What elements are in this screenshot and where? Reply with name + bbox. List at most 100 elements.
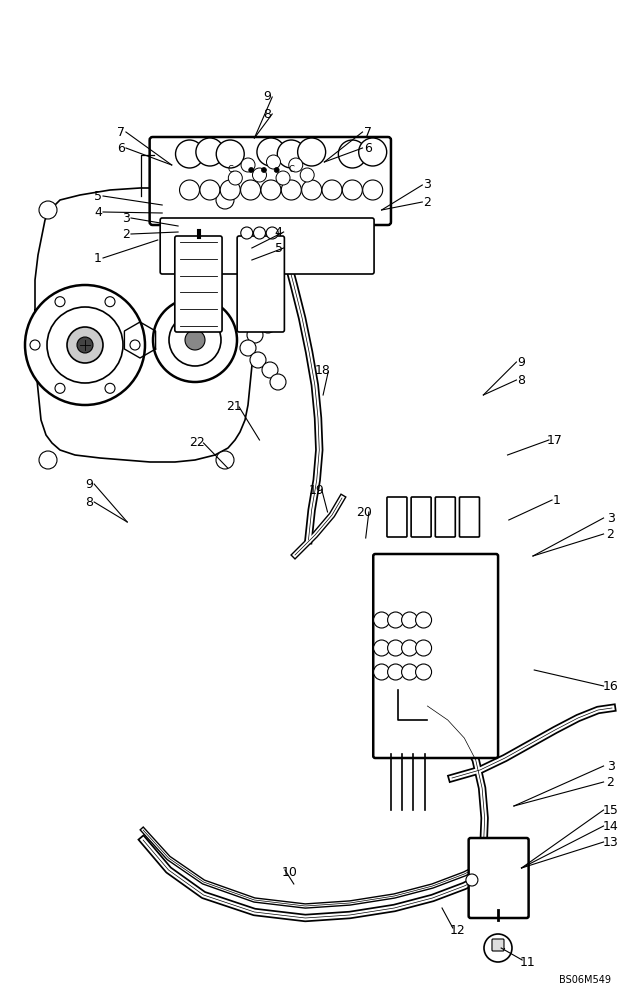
Circle shape: [39, 451, 57, 469]
Circle shape: [130, 340, 140, 350]
Circle shape: [342, 180, 363, 200]
Circle shape: [67, 327, 103, 363]
Text: 2: 2: [607, 776, 614, 788]
Circle shape: [257, 138, 285, 166]
FancyBboxPatch shape: [160, 218, 374, 274]
Text: 6: 6: [364, 141, 371, 154]
Text: 8: 8: [85, 495, 93, 508]
Circle shape: [301, 180, 322, 200]
Circle shape: [484, 934, 512, 962]
FancyBboxPatch shape: [435, 497, 455, 537]
Text: 18: 18: [315, 363, 331, 376]
Circle shape: [373, 664, 390, 680]
Circle shape: [220, 180, 240, 200]
Circle shape: [216, 191, 234, 209]
Text: 7: 7: [117, 125, 125, 138]
Circle shape: [228, 171, 242, 185]
Text: 2: 2: [607, 528, 614, 540]
FancyBboxPatch shape: [469, 838, 529, 918]
Circle shape: [359, 138, 387, 166]
Circle shape: [185, 330, 205, 350]
Text: 3: 3: [424, 178, 431, 192]
Circle shape: [401, 612, 418, 628]
Circle shape: [105, 297, 115, 307]
Text: 6: 6: [117, 141, 125, 154]
Circle shape: [250, 352, 266, 368]
Circle shape: [105, 383, 115, 393]
Circle shape: [47, 307, 123, 383]
Circle shape: [262, 362, 278, 378]
Text: 9: 9: [263, 91, 271, 104]
Text: 10: 10: [282, 865, 297, 879]
Circle shape: [298, 138, 326, 166]
Text: 14: 14: [603, 820, 618, 832]
Circle shape: [277, 140, 305, 168]
Circle shape: [401, 640, 418, 656]
Text: 19: 19: [309, 484, 324, 496]
Circle shape: [252, 168, 266, 182]
Text: 13: 13: [603, 836, 618, 848]
Circle shape: [274, 167, 279, 172]
Text: 5: 5: [275, 241, 282, 254]
Circle shape: [55, 383, 65, 393]
FancyBboxPatch shape: [373, 554, 498, 758]
Circle shape: [387, 640, 404, 656]
Circle shape: [401, 664, 418, 680]
Text: 1: 1: [553, 493, 560, 506]
FancyBboxPatch shape: [175, 236, 222, 332]
Circle shape: [39, 201, 57, 219]
Circle shape: [466, 874, 478, 886]
FancyBboxPatch shape: [387, 497, 407, 537]
Circle shape: [153, 298, 237, 382]
Circle shape: [276, 171, 290, 185]
Circle shape: [289, 158, 303, 172]
Circle shape: [254, 227, 265, 239]
Text: 21: 21: [226, 400, 242, 414]
Circle shape: [415, 664, 432, 680]
Circle shape: [254, 290, 270, 306]
FancyBboxPatch shape: [411, 497, 431, 537]
Circle shape: [55, 297, 65, 307]
Circle shape: [260, 317, 276, 333]
Text: 20: 20: [356, 506, 371, 518]
Text: 11: 11: [520, 956, 536, 968]
Circle shape: [77, 337, 93, 353]
Circle shape: [216, 451, 234, 469]
Circle shape: [300, 168, 314, 182]
Circle shape: [373, 640, 390, 656]
Text: 17: 17: [547, 434, 562, 446]
Circle shape: [261, 167, 266, 172]
Text: 4: 4: [275, 226, 282, 238]
Text: 1: 1: [94, 251, 102, 264]
Text: 3: 3: [607, 512, 614, 524]
Circle shape: [196, 138, 224, 166]
Circle shape: [240, 180, 261, 200]
Circle shape: [176, 140, 204, 168]
Circle shape: [179, 180, 200, 200]
Circle shape: [387, 612, 404, 628]
Text: 3: 3: [607, 760, 614, 772]
Text: 16: 16: [603, 680, 618, 692]
Text: 12: 12: [450, 924, 466, 936]
Text: 4: 4: [94, 206, 102, 219]
Circle shape: [241, 158, 255, 172]
Text: 5: 5: [94, 190, 102, 202]
Text: BS06M549: BS06M549: [558, 975, 611, 985]
Circle shape: [338, 140, 366, 168]
Circle shape: [373, 612, 390, 628]
Circle shape: [270, 374, 286, 390]
Circle shape: [216, 140, 244, 168]
Text: 9: 9: [85, 478, 93, 490]
Circle shape: [387, 664, 404, 680]
Circle shape: [415, 612, 432, 628]
Circle shape: [241, 227, 252, 239]
Text: 15: 15: [603, 804, 618, 816]
Circle shape: [415, 640, 432, 656]
Circle shape: [322, 180, 342, 200]
Text: 3: 3: [122, 212, 130, 225]
Circle shape: [261, 180, 281, 200]
Circle shape: [266, 227, 278, 239]
Circle shape: [30, 340, 40, 350]
Text: C: C: [288, 165, 294, 174]
Circle shape: [363, 180, 383, 200]
